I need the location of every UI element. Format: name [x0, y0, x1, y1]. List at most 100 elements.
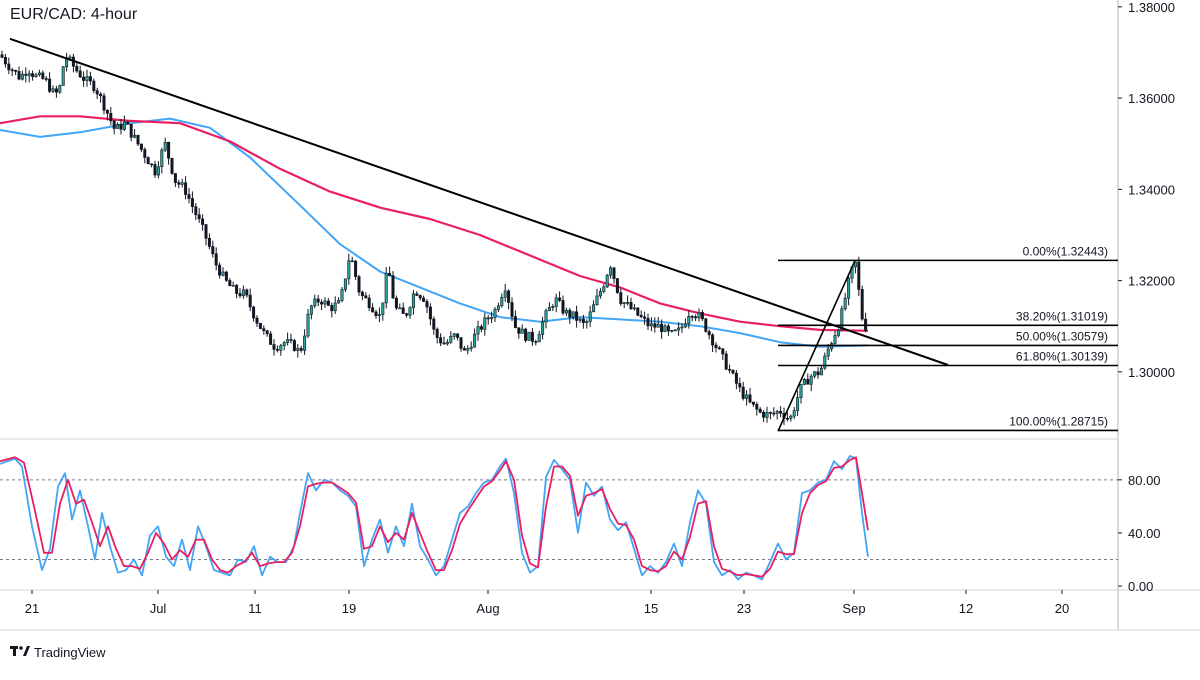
candle-down — [320, 301, 324, 305]
candle-down — [218, 264, 222, 276]
candle-up — [697, 312, 701, 319]
candle-up — [819, 367, 823, 376]
candle-down — [129, 124, 133, 138]
candle-down — [748, 394, 752, 403]
candle-down — [136, 134, 140, 145]
candle-down — [41, 72, 45, 79]
candle-up — [622, 302, 626, 304]
candle-down — [486, 317, 490, 320]
candle-down — [479, 326, 483, 330]
time-tick-label: 19 — [342, 601, 356, 616]
candle-up — [500, 296, 504, 307]
candle-up — [122, 121, 126, 130]
candle-up — [588, 311, 592, 322]
candle-up — [493, 309, 497, 318]
candle-up — [180, 182, 184, 185]
candle-down — [456, 333, 460, 338]
candle-down — [738, 383, 742, 388]
time-tick-label: 23 — [737, 601, 751, 616]
candle-down — [857, 261, 861, 290]
stoch-tick-label: 40.00 — [1128, 526, 1161, 541]
candle-down — [146, 157, 150, 165]
candle-down — [31, 73, 35, 77]
candle-down — [643, 316, 647, 319]
candle-down — [262, 328, 266, 332]
candle-down — [806, 379, 810, 385]
candle-up — [537, 334, 541, 343]
candle-down — [517, 327, 521, 334]
candle-down — [7, 63, 11, 71]
time-tick-label: 21 — [25, 601, 39, 616]
candle-down — [374, 311, 378, 317]
candle-up — [384, 272, 388, 304]
candle-up — [598, 291, 602, 297]
candle-down — [568, 309, 572, 318]
candle-down — [714, 344, 718, 349]
candle-up — [133, 134, 137, 138]
candle-up — [813, 371, 817, 377]
candle-down — [3, 57, 7, 65]
grid-layer — [0, 0, 1200, 631]
candle-down — [711, 334, 715, 346]
candle-down — [99, 93, 103, 97]
candle-down — [666, 325, 670, 332]
candle-down — [391, 275, 395, 299]
candle-down — [292, 340, 296, 351]
candle-down — [357, 276, 361, 293]
candle-down — [228, 280, 232, 287]
candle-up — [469, 346, 473, 349]
candle-up — [833, 335, 837, 344]
candle-down — [204, 224, 208, 239]
candle-down — [109, 112, 113, 122]
price-tick-label: 1.32000 — [1128, 274, 1175, 289]
candle-up — [592, 304, 596, 313]
candle-down — [78, 70, 82, 78]
candle-up — [843, 297, 847, 310]
time-tick-label: Jul — [150, 601, 167, 616]
candle-down — [360, 291, 364, 297]
candle-down — [660, 323, 664, 333]
candle-up — [231, 285, 235, 287]
candle-down — [248, 294, 252, 308]
time-tick-label: 15 — [644, 601, 658, 616]
candle-down — [316, 298, 320, 303]
stochastic-panel — [0, 455, 1118, 581]
candle-up — [313, 298, 317, 307]
price-tick-label: 1.30000 — [1128, 365, 1175, 380]
candle-up — [826, 348, 830, 357]
price-tick-label: 1.36000 — [1128, 91, 1175, 106]
candle-down — [139, 143, 143, 150]
candle-down — [741, 386, 745, 399]
candle-up — [343, 278, 347, 290]
brand-footer[interactable]: TradingView — [10, 645, 106, 660]
candle-up — [466, 348, 470, 351]
candle-down — [54, 88, 58, 93]
candle-up — [632, 307, 636, 310]
candle-down — [425, 301, 429, 308]
candle-down — [388, 272, 392, 276]
candle-down — [439, 337, 443, 344]
candle-down — [245, 289, 249, 296]
candle-down — [700, 312, 704, 320]
candle-down — [717, 347, 721, 350]
candle-down — [619, 292, 623, 304]
candle-down — [197, 214, 201, 220]
chart-title: EUR/CAD: 4-hour — [10, 6, 138, 23]
candle-down — [265, 330, 269, 335]
candle-down — [252, 306, 256, 319]
candle-up — [799, 384, 803, 398]
candle-down — [534, 341, 538, 343]
candle-down — [364, 295, 368, 299]
candle-down — [785, 417, 789, 420]
candle-down — [510, 302, 514, 317]
time-tick-label: Aug — [476, 601, 499, 616]
candle-down — [612, 267, 616, 279]
candle-down — [238, 293, 242, 297]
candle-up — [605, 274, 609, 288]
time-tick-label: 20 — [1055, 601, 1069, 616]
candle-up — [51, 88, 55, 92]
candle-up — [649, 323, 653, 327]
candle-up — [796, 397, 800, 411]
candle-down — [119, 123, 123, 130]
